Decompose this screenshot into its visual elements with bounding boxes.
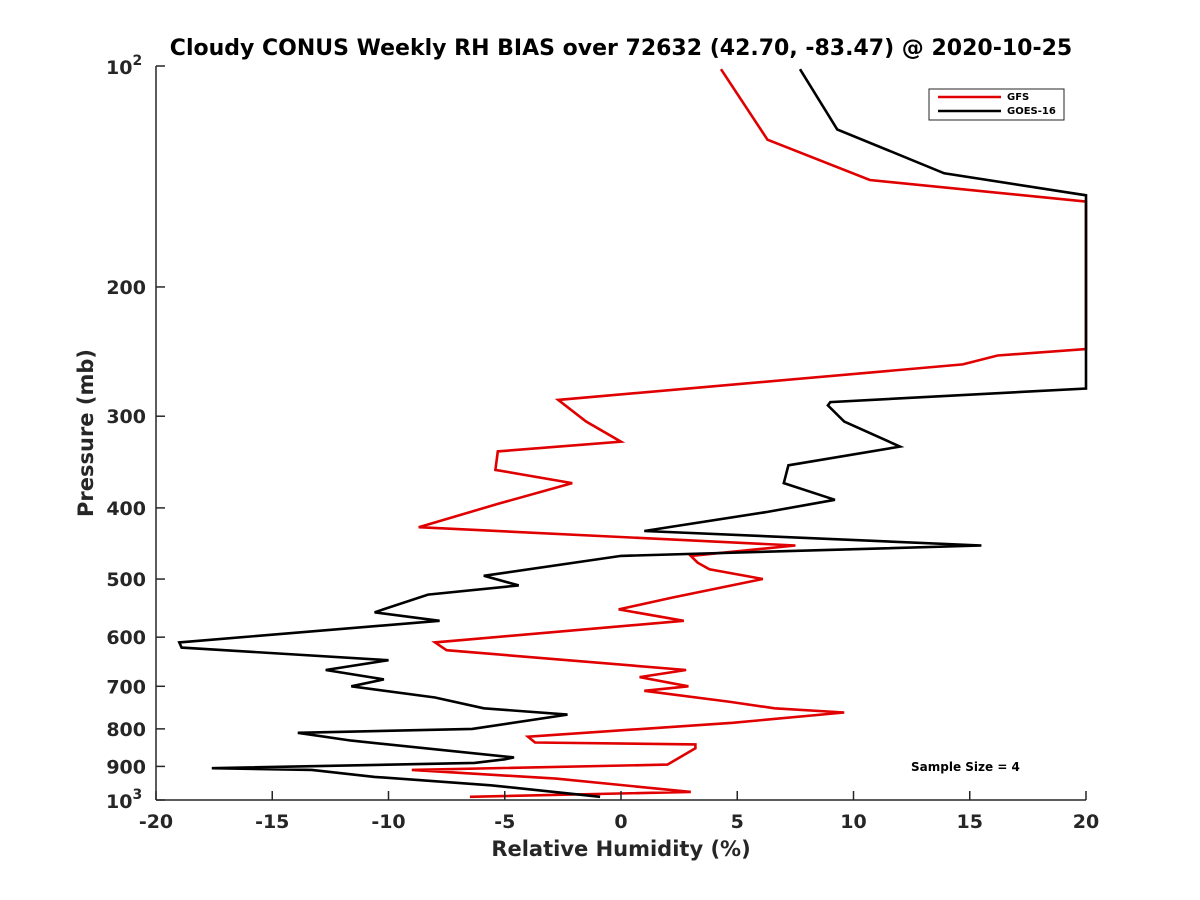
x-tick-label: -20 — [139, 811, 173, 833]
legend: GFS GOES-16 — [928, 88, 1065, 121]
series-line-goes-16 — [177, 68, 1088, 799]
y-tick-label: 300 — [106, 406, 146, 428]
y-tick-base: 10 — [106, 791, 132, 813]
x-tick-label: 20 — [1073, 811, 1099, 833]
y-tick-label: 103 — [106, 787, 142, 813]
y-tick-exponent: 3 — [132, 787, 142, 803]
y-tick-label: 400 — [106, 498, 146, 520]
y-tick-label: 900 — [106, 756, 146, 778]
x-tick-label: -10 — [371, 811, 405, 833]
x-ticks: -20 -15 -10 -5 0 5 10 15 20 — [139, 791, 1099, 833]
legend-box — [928, 88, 1065, 121]
x-tick-label: 10 — [840, 811, 866, 833]
y-tick-label: 200 — [106, 277, 146, 299]
y-axis-title: Pressure (mb) — [74, 349, 98, 517]
y-tick-label: 102 — [106, 53, 142, 79]
x-tick-label: 0 — [614, 811, 627, 833]
sample-size-annotation: Sample Size = 4 — [911, 760, 1020, 774]
chart-title: Cloudy CONUS Weekly RH BIAS over 72632 (… — [170, 36, 1072, 61]
series-line-gfs — [411, 68, 1088, 799]
plot-area — [155, 66, 1086, 801]
y-tick-label: 600 — [106, 627, 146, 649]
x-tick-label: -5 — [494, 811, 515, 833]
y-tick-label: 500 — [106, 569, 146, 591]
y-tick-base: 10 — [106, 57, 132, 79]
y-tick-exponent: 2 — [132, 53, 142, 69]
series-layer — [177, 68, 1088, 799]
x-tick-label: 15 — [957, 811, 983, 833]
y-tick-label: 800 — [106, 719, 146, 741]
legend-label-gfs: GFS — [1007, 92, 1029, 103]
legend-label-goes-16: GOES-16 — [1007, 106, 1056, 117]
y-tick-label: 700 — [106, 676, 146, 698]
x-tick-label: 5 — [731, 811, 744, 833]
x-tick-label: -15 — [255, 811, 289, 833]
x-axis-title: Relative Humidity (%) — [491, 837, 750, 861]
